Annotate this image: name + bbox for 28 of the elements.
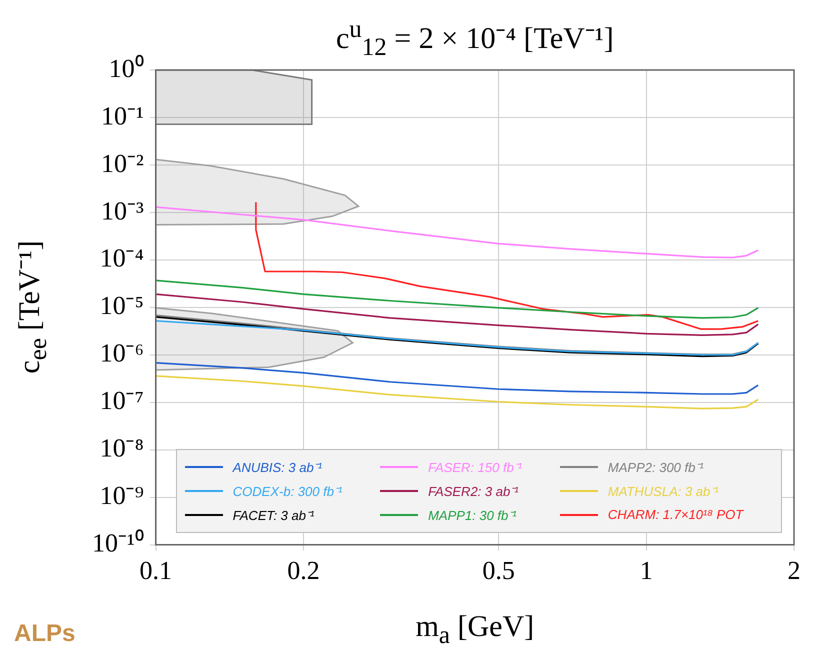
x-tick-label: 2 (788, 556, 800, 586)
y-tick-label: 10⁻¹ (101, 101, 144, 130)
legend-label: MATHUSLA: 3 ab⁻¹ (608, 482, 719, 500)
x-axis-title: m$_{a}$ [GeV] (414, 610, 536, 650)
y-tick-label: 10⁻⁵ (100, 291, 144, 320)
y-tick-label: 10⁻² (101, 148, 144, 178)
legend-label: CHARM: 1.7×10¹⁸ POT (608, 507, 744, 522)
chart-title: c$^{u}$$_{12}$ = 2 × 10⁻⁴ [TeV⁻¹] (334, 16, 615, 62)
y-tick-label: 10⁻⁹ (100, 481, 144, 510)
y-tick-label: 10⁻⁶ (100, 338, 144, 368)
y-tick-label: 10⁰ (108, 54, 144, 83)
x-tick-label: 1 (640, 556, 653, 586)
x-tick-label: 0.2 (287, 556, 320, 586)
legend-label: ANUBIS: 3 ab⁻¹ (232, 458, 322, 476)
legend-label: MAPP2: 300 fb⁻¹ (608, 458, 704, 476)
legend-label: CODEX-b: 300 fb⁻¹ (232, 482, 342, 500)
x-tick-label: 0.1 (140, 556, 172, 586)
y-tick-label: 10⁻⁷ (100, 386, 144, 416)
legend-label: FASER: 150 fb⁻¹ (428, 458, 522, 476)
text: ALPs (14, 620, 76, 648)
y-tick-label: 10⁻⁸ (100, 434, 144, 463)
legend-label: FACET: 3 ab⁻¹ (232, 506, 314, 524)
legend-label: MAPP1: 30 fb⁻¹ (428, 506, 517, 524)
y-tick-label: 10⁻³ (101, 196, 144, 226)
y-tick-label: 10⁻¹⁰ (92, 528, 144, 558)
y-tick-label: 10⁻⁴ (100, 244, 144, 273)
legend-label: FASER2: 3 ab⁻¹ (428, 482, 519, 500)
x-tick-label: 0.5 (482, 556, 515, 586)
